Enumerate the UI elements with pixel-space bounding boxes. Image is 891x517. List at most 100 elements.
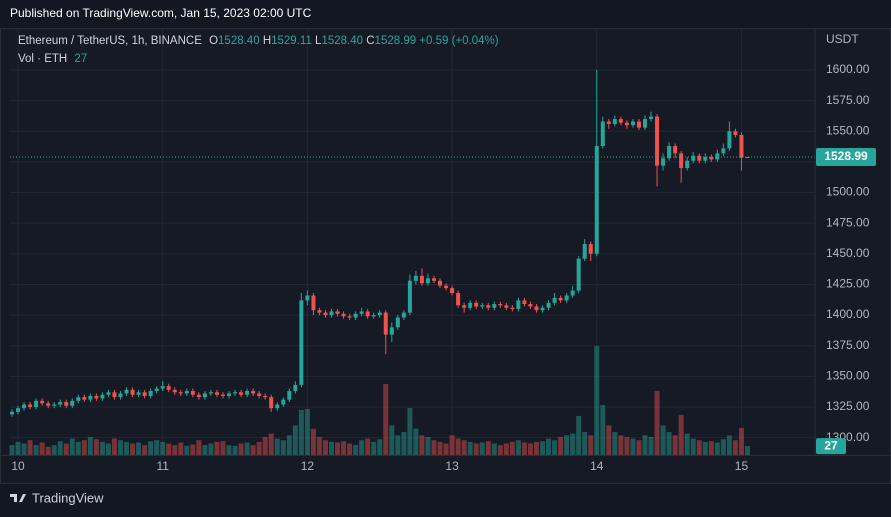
candle-body (172, 389, 177, 393)
candle-body (299, 300, 304, 385)
volume-bar (316, 436, 322, 455)
volume-bar (395, 435, 401, 455)
volume-bar (39, 442, 45, 455)
candle-body (715, 153, 720, 160)
candle-body (425, 278, 430, 284)
volume-bar (407, 408, 413, 455)
legend-h-label: H (263, 35, 271, 47)
y-tick-label: 1350.00 (826, 369, 870, 383)
volume-bar (63, 443, 69, 455)
volume-bar (654, 390, 660, 455)
volume-bar (256, 441, 262, 455)
volume-bar (148, 441, 154, 455)
candle-body (642, 119, 647, 128)
candle-body (630, 121, 635, 126)
volume-bar (220, 441, 226, 455)
y-tick-label: 1600.00 (826, 62, 870, 76)
y-tick-label: 1325.00 (826, 399, 870, 413)
candle-body (703, 157, 708, 161)
candle-body (281, 399, 286, 405)
volume-bar (624, 436, 630, 455)
volume-legend: Vol · ETH 27 (18, 53, 87, 65)
volume-bar (383, 384, 389, 455)
candle-body (142, 392, 147, 396)
candle-body (58, 402, 63, 405)
candle-body (263, 395, 268, 398)
candle-body (534, 306, 539, 311)
volume-bar (533, 441, 539, 455)
volume-bar (310, 428, 316, 455)
volume-bar (111, 438, 117, 455)
candle-body (9, 411, 14, 415)
candle-body (269, 397, 274, 409)
volume-bar (226, 445, 232, 455)
volume-bar (274, 438, 280, 455)
legend-l-label: L (315, 35, 322, 47)
volume-bar (726, 435, 732, 455)
legend: Ethereum / TetherUS, 1h, BINANCE O1528.4… (18, 35, 499, 47)
candle-body (22, 404, 27, 409)
volume-bar (630, 438, 636, 455)
x-tick-label: 12 (301, 459, 315, 473)
volume-bar (15, 441, 21, 455)
candle-body (311, 295, 316, 311)
candle-body (305, 295, 310, 301)
volume-bar (618, 435, 624, 455)
candle-body (275, 404, 280, 409)
candle-body (612, 119, 617, 124)
volume-bar (27, 440, 33, 455)
candle-body (88, 395, 93, 400)
candle-body (468, 302, 473, 308)
candle-body (257, 393, 262, 396)
volume-bar (81, 440, 87, 455)
volume-pane (9, 345, 750, 455)
candle-body (46, 403, 51, 406)
volume-bar (696, 440, 702, 455)
legend-change: +0.59 (+0.04%) (419, 35, 498, 47)
candle-body (522, 300, 527, 305)
volume-bar (588, 435, 594, 455)
candle-body (395, 317, 400, 328)
candle-body (691, 155, 696, 161)
candle-body (353, 313, 358, 318)
volume-bar (190, 444, 196, 455)
candle-body (239, 392, 244, 395)
volume-bar (600, 405, 606, 455)
volume-bar (521, 442, 527, 455)
candle-body (685, 160, 690, 169)
candle-body (576, 258, 581, 291)
volume-bar (286, 435, 292, 455)
volume-bar (196, 440, 202, 455)
candle-body (540, 307, 545, 311)
candle-body (196, 394, 201, 398)
footer-logo: TradingView (10, 490, 104, 505)
volume-bar (527, 443, 533, 455)
volume-bar (509, 441, 515, 455)
volume-bar (214, 441, 220, 455)
volume-bar (232, 445, 238, 455)
volume-bar (172, 445, 178, 455)
volume-bar (136, 442, 142, 455)
candle-body (480, 305, 485, 307)
volume-bar (93, 439, 99, 455)
volume-bar (570, 433, 576, 455)
y-tick-label: 1425.00 (826, 277, 870, 291)
candle-body (118, 393, 123, 398)
axes: 1300.001325.001350.001375.001400.001425.… (11, 62, 876, 473)
volume-bar (642, 435, 648, 455)
candle-body (166, 386, 171, 390)
volume-bar (359, 440, 365, 455)
candle-body (661, 158, 666, 166)
volume-bar (118, 440, 124, 455)
candle-body (655, 116, 660, 166)
candle-body (745, 157, 750, 159)
volume-bar (648, 436, 654, 455)
candle-body (697, 155, 702, 161)
volume-bar (714, 442, 720, 455)
candle-body (329, 311, 334, 316)
volume-bar (461, 440, 467, 455)
candle-body (365, 311, 370, 317)
volume-bar (552, 440, 558, 455)
volume-legend-value: 27 (74, 53, 87, 65)
